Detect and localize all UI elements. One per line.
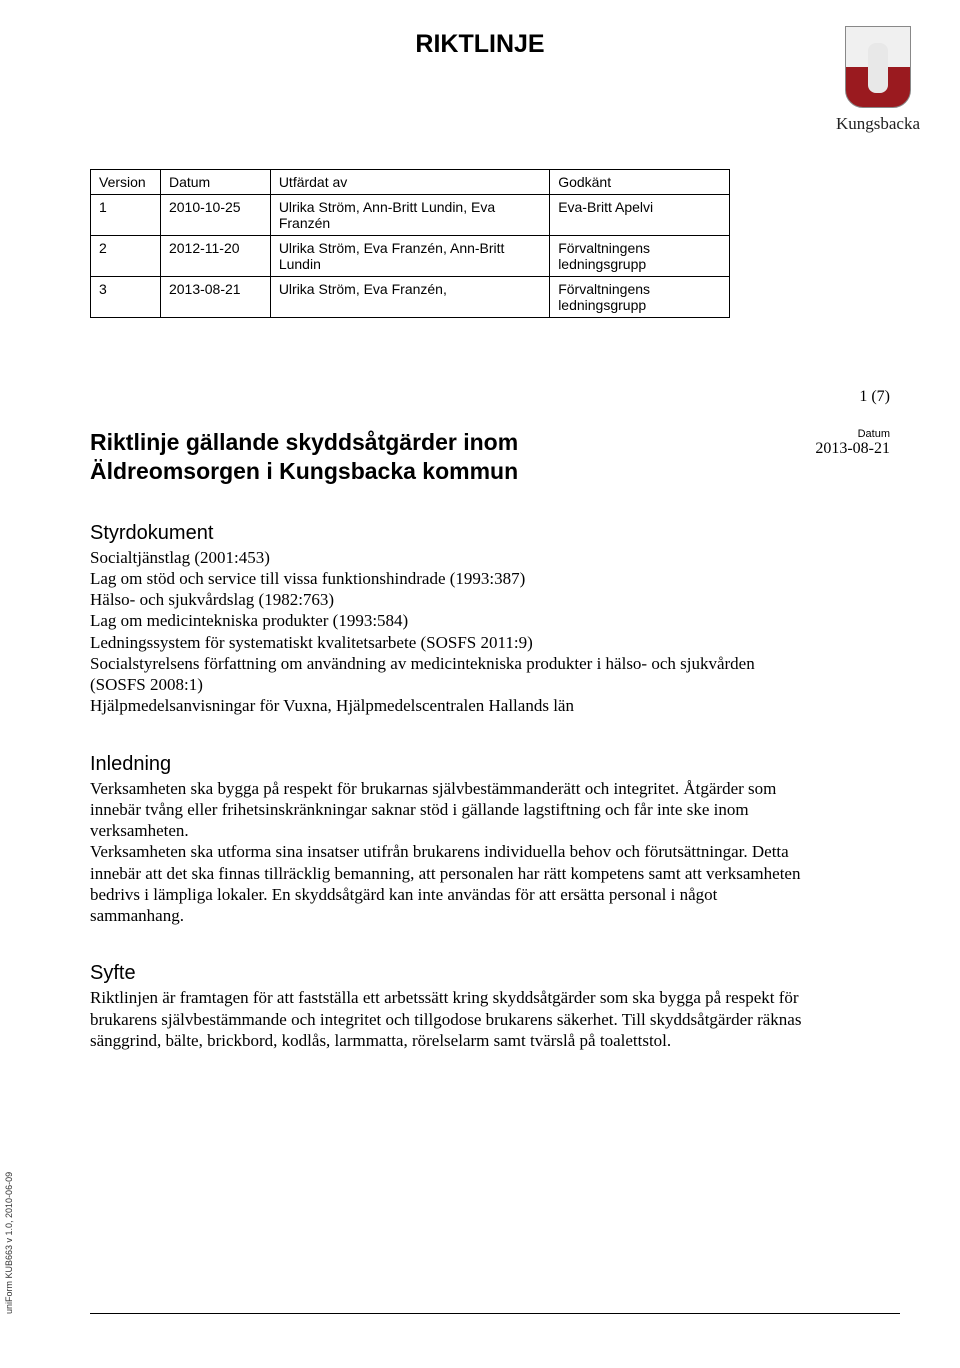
- paragraph: Verksamheten ska utforma sina insatser u…: [90, 841, 810, 926]
- list-item: Ledningssystem för systematiskt kvalitet…: [90, 632, 810, 653]
- heading-styrdokument: Styrdokument: [90, 522, 810, 545]
- list-item: Lag om medicintekniska produkter (1993:5…: [90, 610, 810, 631]
- form-version-note: uniForm KUB663 v 1.0, 2010-06-09: [4, 1172, 14, 1314]
- list-item: Socialtjänstlag (2001:453): [90, 547, 810, 568]
- table-header-row: Version Datum Utfärdat av Godkänt: [91, 170, 730, 195]
- inledning-body: Verksamheten ska bygga på respekt för br…: [90, 778, 810, 927]
- table-cell: 2010-10-25: [160, 195, 270, 236]
- table-cell: 2: [91, 236, 161, 277]
- paragraph: Verksamheten ska bygga på respekt för br…: [90, 778, 810, 842]
- version-history-table: Version Datum Utfärdat av Godkänt 12010-…: [90, 169, 730, 318]
- table-cell: Ulrika Ström, Eva Franzén, Ann-Britt Lun…: [270, 236, 549, 277]
- list-item: Socialstyrelsens författning om användni…: [90, 653, 810, 696]
- heading-syfte: Syfte: [90, 962, 810, 985]
- table-row: 22012-11-20Ulrika Ström, Eva Franzén, An…: [91, 236, 730, 277]
- municipality-logo: Kungsbacka: [836, 26, 920, 134]
- title-date-row: Riktlinje gällande skyddsåtgärder inom Ä…: [90, 428, 890, 486]
- list-item: Hälso- och sjukvårdslag (1982:763): [90, 589, 810, 610]
- th-utfardat: Utfärdat av: [270, 170, 549, 195]
- table-cell: Ulrika Ström, Ann-Britt Lundin, Eva Fran…: [270, 195, 549, 236]
- date-label: Datum: [815, 428, 890, 440]
- logo-text: Kungsbacka: [836, 114, 920, 134]
- table-cell: Förvaltningens ledningsgrupp: [550, 236, 730, 277]
- crest-icon: [845, 26, 911, 108]
- footer-divider: [90, 1313, 900, 1314]
- table-cell: Eva-Britt Apelvi: [550, 195, 730, 236]
- table-row: 12010-10-25Ulrika Ström, Ann-Britt Lundi…: [91, 195, 730, 236]
- document-type-heading: RIKTLINJE: [60, 30, 900, 59]
- table-cell: Ulrika Ström, Eva Franzén,: [270, 277, 549, 318]
- list-item: Hjälpmedelsanvisningar för Vuxna, Hjälpm…: [90, 695, 810, 716]
- table-cell: 1: [91, 195, 161, 236]
- th-godkant: Godkänt: [550, 170, 730, 195]
- heading-inledning: Inledning: [90, 753, 810, 776]
- section-styrdokument: Styrdokument Socialtjänstlag (2001:453)L…: [90, 522, 810, 717]
- section-syfte: Syfte Riktlinjen är framtagen för att fa…: [90, 962, 810, 1051]
- th-datum: Datum: [160, 170, 270, 195]
- page-number: 1 (7): [90, 388, 890, 406]
- paragraph: Riktlinjen är framtagen för att faststäl…: [90, 987, 810, 1051]
- table-body: 12010-10-25Ulrika Ström, Ann-Britt Lundi…: [91, 195, 730, 318]
- date-value: 2013-08-21: [815, 440, 890, 457]
- section-inledning: Inledning Verksamheten ska bygga på resp…: [90, 753, 810, 927]
- date-block: Datum 2013-08-21: [815, 428, 890, 458]
- table-cell: Förvaltningens ledningsgrupp: [550, 277, 730, 318]
- styrdokument-body: Socialtjänstlag (2001:453)Lag om stöd oc…: [90, 547, 810, 717]
- document-title: Riktlinje gällande skyddsåtgärder inom Ä…: [90, 428, 690, 486]
- th-version: Version: [91, 170, 161, 195]
- table-cell: 3: [91, 277, 161, 318]
- list-item: Lag om stöd och service till vissa funkt…: [90, 568, 810, 589]
- table-cell: 2013-08-21: [160, 277, 270, 318]
- table-row: 32013-08-21Ulrika Ström, Eva Franzén,För…: [91, 277, 730, 318]
- syfte-body: Riktlinjen är framtagen för att faststäl…: [90, 987, 810, 1051]
- table-cell: 2012-11-20: [160, 236, 270, 277]
